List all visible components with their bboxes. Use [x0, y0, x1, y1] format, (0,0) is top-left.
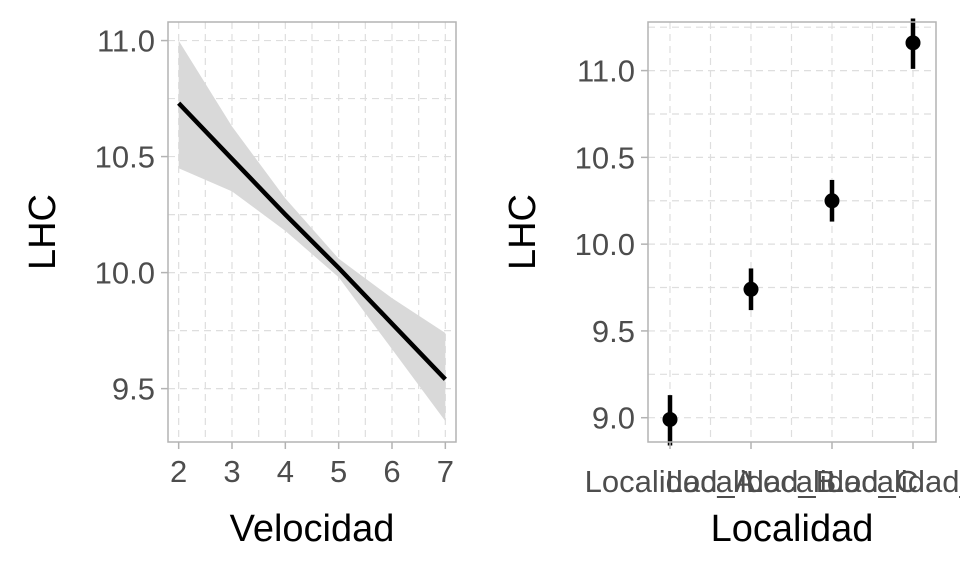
axis-ticks: 2 3 4 5 6 7 9.5 10.0 10.5 11.0	[95, 24, 454, 489]
data-point	[743, 281, 759, 297]
y-tick-label: 9.5	[592, 314, 635, 349]
y-tick-label: 10.0	[575, 227, 635, 262]
regression-line-group	[177, 101, 447, 381]
y-tick-label: 9.0	[592, 401, 635, 436]
panel-border	[167, 21, 457, 443]
regression-line	[177, 101, 447, 381]
x-axis-title: Localidad	[711, 508, 874, 550]
x-tick-label: Localidad_B	[666, 464, 837, 499]
panel-velocidad: 2 3 4 5 6 7 9.5 10.0 10.5 11.0 Velocidad LHC	[22, 21, 457, 550]
x-tick-label: Localidad_A	[585, 464, 756, 499]
confidence-ribbon-group	[178, 40, 446, 422]
x-tick-label: 2	[170, 454, 187, 489]
panel-localidad: Localidad_ALocalidad_BLocalidad_CLocalid…	[502, 18, 960, 550]
x-tick-label: 6	[383, 454, 400, 489]
data-point	[905, 35, 921, 51]
y-axis-title: LHC	[502, 194, 544, 270]
data-point	[824, 193, 840, 209]
axis-ticks: Localidad_ALocalidad_BLocalidad_CLocalid…	[575, 54, 960, 499]
panel-border	[647, 21, 937, 443]
x-tick-label: 5	[330, 454, 347, 489]
data-point	[662, 411, 678, 427]
x-tick-label: 7	[437, 454, 454, 489]
point-errorbar-group	[662, 18, 921, 446]
y-tick-label: 10.5	[575, 140, 635, 175]
y-axis-title: LHC	[22, 194, 64, 270]
y-tick-label: 11.0	[97, 24, 155, 59]
x-tick-label: 3	[223, 454, 240, 489]
grid	[168, 22, 456, 442]
y-tick-label: 10.0	[95, 256, 155, 291]
x-tick-label: 4	[277, 454, 294, 489]
grid	[648, 22, 936, 442]
confidence-ribbon	[178, 40, 446, 422]
y-tick-label: 11.0	[577, 54, 635, 89]
y-tick-label: 10.5	[95, 140, 155, 175]
x-tick-label: Localidad_D	[827, 464, 960, 499]
x-axis-title: Velocidad	[230, 508, 395, 550]
x-tick-label: Localidad_C	[746, 464, 918, 499]
y-tick-label: 9.5	[112, 372, 155, 407]
